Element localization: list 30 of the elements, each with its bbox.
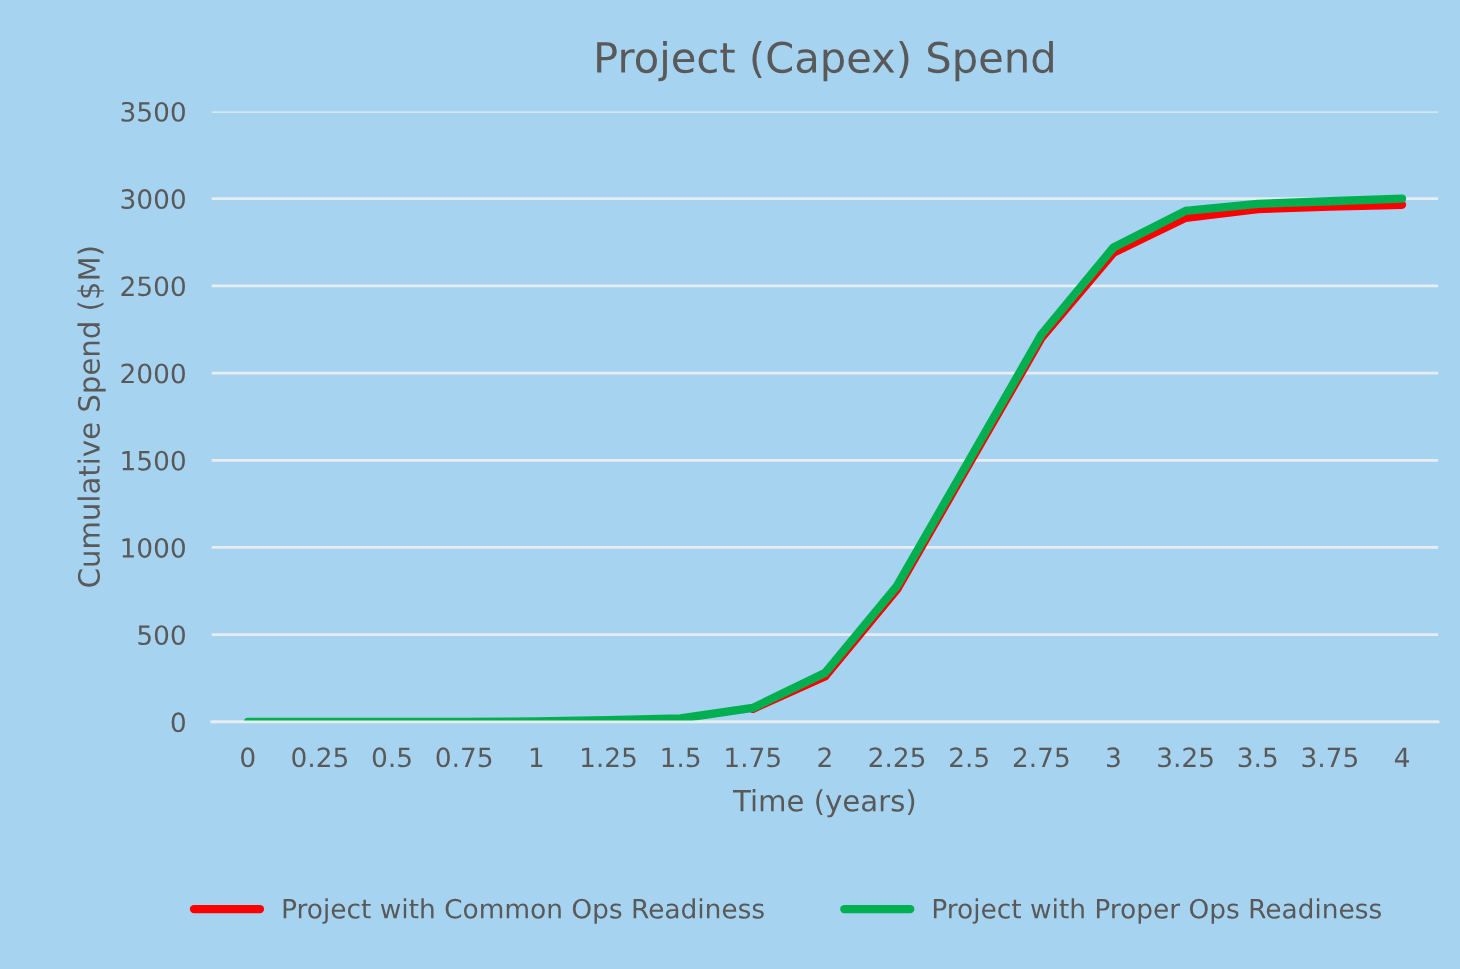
y-tick-label: 1000	[122, 537, 185, 558]
x-tick-label: 2.5	[950, 747, 988, 768]
x-tick-label: 0.25	[292, 747, 347, 768]
x-tick-label: 3.5	[1238, 747, 1277, 768]
y-tick-label: 2000	[121, 363, 185, 384]
y-tick-label: 1500	[122, 450, 185, 471]
x-tick-label: 3.75	[1302, 747, 1357, 768]
x-tick-label: 1.5	[662, 747, 700, 768]
y-axis-title: Cumulative Spend ($M)	[77, 247, 106, 587]
x-tick-label: 3.25	[1158, 747, 1213, 768]
x-tick-label: 2.75	[1013, 747, 1069, 768]
x-tick-label: 2	[818, 747, 831, 767]
x-tick-label: 0	[241, 747, 255, 768]
legend-label: Project with Common Ops Readiness	[283, 898, 764, 924]
x-tick-label: 0.5	[372, 747, 411, 768]
y-tick-label: 2500	[121, 276, 185, 297]
chart-title: Project (Capex) Spend	[597, 40, 1053, 82]
y-tick-label: 3500	[121, 101, 185, 122]
x-tick-label: 1.75	[726, 747, 780, 768]
x-axis-title: Time (years)	[732, 789, 915, 818]
x-tick-label: 2.25	[869, 747, 925, 768]
y-tick-label: 0	[171, 712, 185, 733]
x-tick-label: 4	[1394, 747, 1409, 767]
y-tick-label: 500	[138, 625, 185, 646]
legend-label: Project with Proper Ops Readiness	[933, 898, 1381, 924]
x-tick-label: 3	[1107, 747, 1120, 768]
x-tick-label: 1	[530, 747, 543, 767]
x-tick-label: 1.25	[582, 747, 636, 768]
x-tick-label: 0.75	[436, 747, 492, 768]
y-tick-label: 3000	[121, 189, 185, 210]
